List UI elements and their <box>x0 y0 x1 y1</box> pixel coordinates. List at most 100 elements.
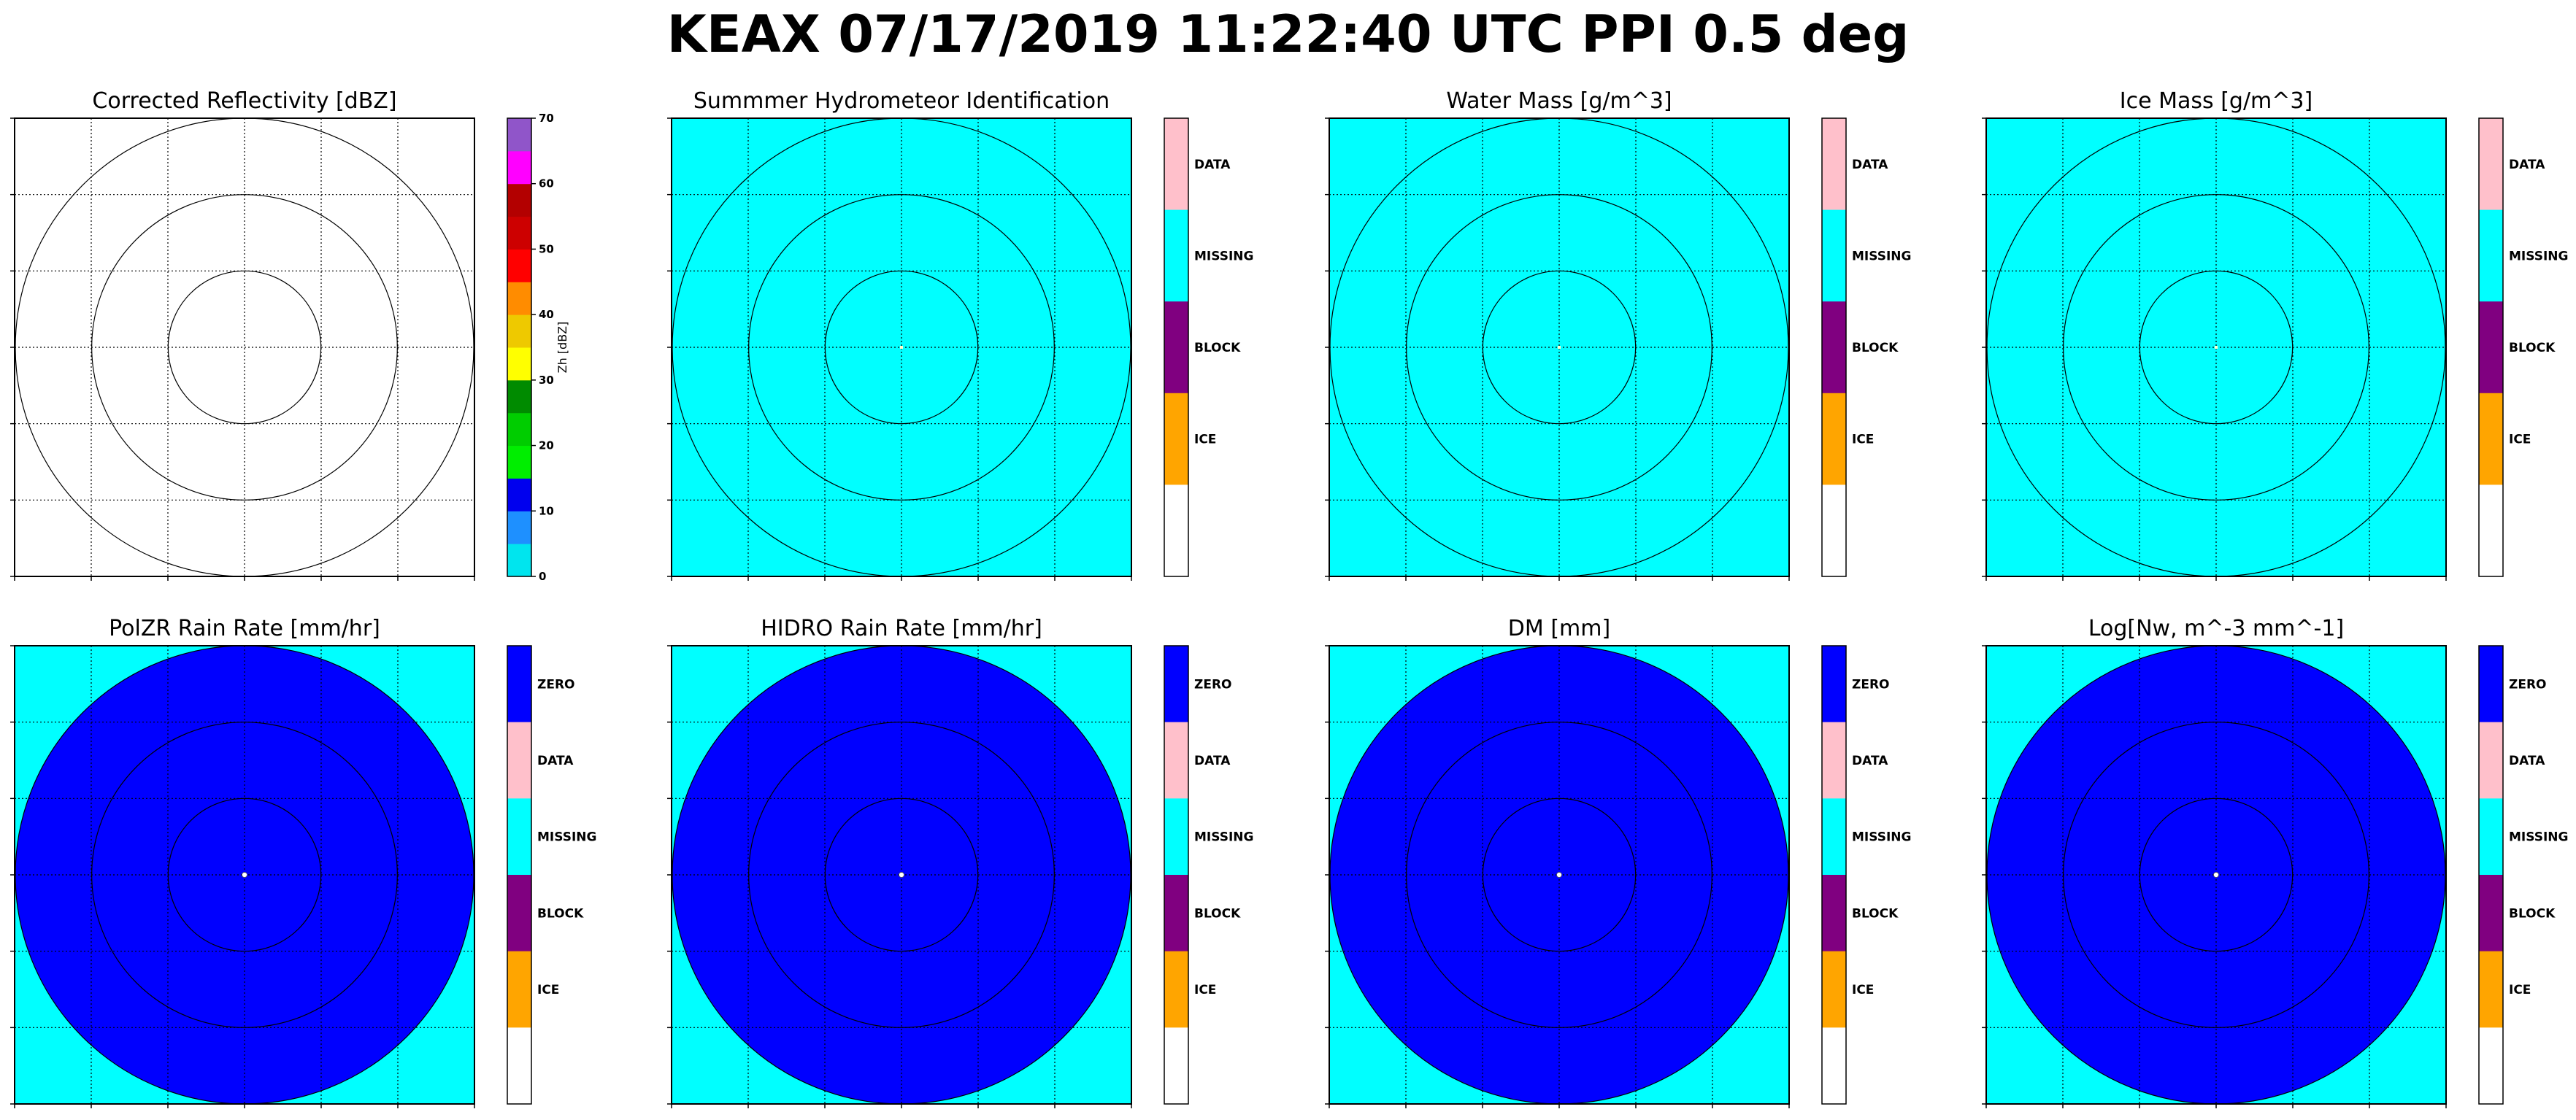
colorbar-category-swatch <box>1164 722 1188 799</box>
colorbar-category-label: MISSING <box>537 830 596 845</box>
ppi-plot <box>667 645 1132 1108</box>
colorbar-category-swatch <box>1822 209 1846 302</box>
radar-site-marker <box>1558 346 1561 349</box>
colorbar-category-label: MISSING <box>1852 249 1911 263</box>
colorbar-category-swatch <box>1822 798 1846 876</box>
colorbar-category-label: MISSING <box>2509 830 2568 845</box>
colorbar-frame <box>1164 645 1189 1105</box>
panel-title: Corrected Reflectivity [dBZ] <box>92 88 397 114</box>
colorbar-category-swatch <box>2479 393 2503 485</box>
colorbar-segment <box>507 183 531 217</box>
radar-site-marker <box>900 346 903 349</box>
colorbar-category-label: MISSING <box>1194 830 1253 845</box>
colorbar-category-swatch <box>507 951 531 1028</box>
colorbar-category-label: BLOCK <box>2509 906 2556 921</box>
colorbar-segment <box>507 412 531 447</box>
colorbar: 0 10 20 30 40 50 60 70 Zh [dBZ] <box>507 112 569 583</box>
panel-title: Water Mass [g/m^3] <box>1446 88 1672 114</box>
colorbar-segment <box>507 445 531 479</box>
colorbar-tick-label: 40 <box>539 308 554 321</box>
colorbar-category-swatch <box>1822 875 1846 952</box>
colorbar-category-label: DATA <box>1194 158 1231 172</box>
colorbar-category-swatch <box>2479 951 2503 1028</box>
colorbar-category-label: BLOCK <box>1194 906 1241 921</box>
colorbar-category-swatch <box>1822 484 1846 577</box>
colorbar-category-label: ICE <box>2509 433 2531 447</box>
colorbar-axis-label: Zh [dBZ] <box>555 322 569 374</box>
colorbar-category-label: ICE <box>1194 983 1216 997</box>
ppi-plot <box>667 117 1132 581</box>
colorbar: ZERO DATA MISSING BLOCK ICE <box>507 645 596 1105</box>
ppi-plot <box>1982 645 2447 1108</box>
colorbar-frame <box>507 117 532 577</box>
colorbar-frame <box>1821 645 1847 1105</box>
colorbar-category-swatch <box>1164 484 1188 577</box>
colorbar-category-swatch <box>2479 484 2503 577</box>
range-ring <box>1482 270 1637 425</box>
colorbar-category-swatch <box>1164 393 1188 485</box>
radar-site-marker <box>242 872 247 878</box>
colorbar-category-label: BLOCK <box>2509 341 2556 355</box>
colorbar-segment <box>507 511 531 544</box>
range-ring <box>748 722 1055 1028</box>
colorbar-category-swatch <box>2479 118 2503 211</box>
range-ring <box>167 270 322 425</box>
colorbar: ZERO DATA MISSING BLOCK ICE <box>1164 645 1253 1105</box>
colorbar-category-swatch <box>1164 209 1188 302</box>
colorbar-category-swatch <box>507 875 531 952</box>
colorbar-category-label: ZERO <box>2509 677 2546 692</box>
colorbar-segment <box>507 150 531 185</box>
colorbar: DATA MISSING BLOCK ICE <box>1821 117 1911 577</box>
colorbar-frame <box>2478 645 2504 1105</box>
radar-site-marker <box>2213 872 2219 878</box>
ppi-plot <box>1325 645 1790 1108</box>
colorbar-category-swatch <box>1164 1027 1188 1105</box>
panel-title: PolZR Rain Rate [mm/hr] <box>109 616 380 641</box>
colorbar-segment <box>507 347 531 381</box>
colorbar-category-label: ZERO <box>1852 677 1889 692</box>
colorbar-category-swatch <box>2479 209 2503 302</box>
colorbar-frame <box>1821 117 1847 577</box>
colorbar-category-label: MISSING <box>1852 830 1911 845</box>
colorbar-category-label: ICE <box>537 983 559 997</box>
colorbar-category-swatch <box>1822 393 1846 485</box>
colorbar-segment <box>507 379 531 414</box>
colorbar-category-swatch <box>2479 875 2503 952</box>
colorbar-category-swatch <box>1822 646 1846 723</box>
colorbar-category-label: ZERO <box>537 677 574 692</box>
range-ring <box>2063 722 2369 1028</box>
colorbar-category-label: BLOCK <box>537 906 584 921</box>
colorbar-category-label: DATA <box>2509 158 2545 172</box>
colorbar-category-label: DATA <box>537 754 574 768</box>
colorbar-category-swatch <box>1164 301 1188 394</box>
range-ring <box>1482 797 1637 952</box>
range-ring <box>824 270 979 425</box>
range-ring <box>91 722 398 1028</box>
radar-site-marker <box>1556 872 1562 878</box>
colorbar-category-swatch <box>1164 798 1188 876</box>
colorbar-category-swatch <box>1822 301 1846 394</box>
colorbar-category-label: ZERO <box>1194 677 1231 692</box>
radar-site-marker <box>2215 346 2218 349</box>
colorbar-category-label: BLOCK <box>1852 341 1899 355</box>
ppi-plot <box>1982 117 2447 581</box>
range-ring <box>824 797 979 952</box>
colorbar-category-label: ICE <box>1194 433 1216 447</box>
colorbar: ZERO DATA MISSING BLOCK ICE <box>2478 645 2568 1105</box>
colorbar-segment <box>507 282 531 315</box>
range-ring <box>2063 194 2369 501</box>
colorbar-category-label: ICE <box>2509 983 2531 997</box>
colorbar-category-swatch <box>1164 118 1188 211</box>
colorbar-segment <box>507 216 531 250</box>
figure-title: KEAX 07/17/2019 11:22:40 UTC PPI 0.5 deg <box>666 4 1910 64</box>
colorbar-category-label: MISSING <box>2509 249 2568 263</box>
ppi-plot <box>10 117 475 581</box>
colorbar-category-label: ICE <box>1852 983 1874 997</box>
colorbar-category-swatch <box>1164 875 1188 952</box>
colorbar-category-swatch <box>1164 646 1188 723</box>
colorbar-frame <box>1164 117 1189 577</box>
colorbar-tick-label: 20 <box>539 439 554 452</box>
colorbar-segment <box>507 118 531 152</box>
colorbar-tick-label: 0 <box>539 570 546 583</box>
range-ring <box>2139 797 2294 952</box>
